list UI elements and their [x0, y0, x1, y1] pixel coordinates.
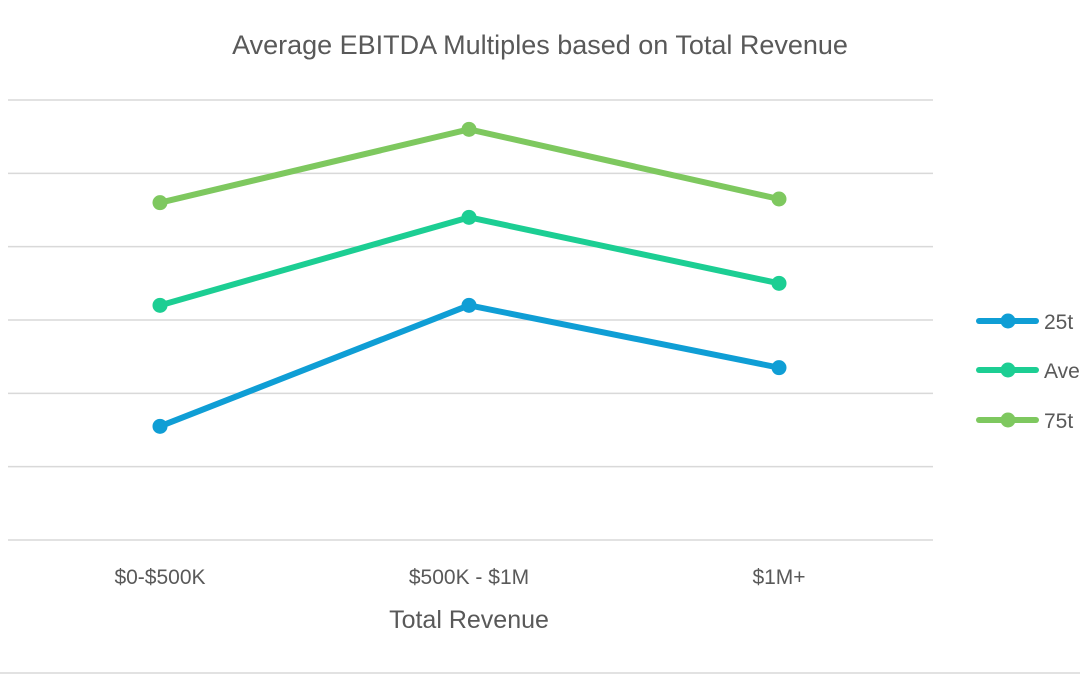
- legend-item: 75t: [976, 410, 1073, 433]
- data-point: [461, 121, 477, 137]
- series-group: [152, 121, 787, 211]
- series-layer: [152, 121, 787, 434]
- x-axis-tick-labels: $0-$500K $500K - $1M $1M+: [114, 566, 805, 589]
- chart-title: Average EBITDA Multiples based on Total …: [232, 30, 848, 60]
- legend-swatch-marker: [1000, 362, 1016, 378]
- legend-item: Ave: [976, 360, 1080, 383]
- x-axis-title: Total Revenue: [389, 606, 549, 634]
- data-point: [461, 297, 477, 313]
- x-tick-label: $0-$500K: [114, 566, 205, 589]
- series-group: [152, 297, 787, 434]
- legend: 25t Ave 75t: [976, 311, 1080, 433]
- legend-item: 25t: [976, 311, 1073, 334]
- legend-label: 25t: [1044, 311, 1073, 334]
- x-tick-label: $1M+: [752, 566, 805, 589]
- data-point: [771, 191, 787, 207]
- legend-label: 75t: [1044, 410, 1073, 433]
- data-point: [771, 275, 787, 291]
- gridlines: [8, 99, 933, 541]
- data-point: [771, 360, 787, 376]
- data-point: [152, 195, 168, 211]
- legend-swatch-marker: [1000, 412, 1016, 428]
- series-group: [152, 209, 787, 313]
- data-point: [152, 297, 168, 313]
- x-tick-label: $500K - $1M: [409, 566, 529, 589]
- legend-swatch-marker: [1000, 313, 1016, 329]
- data-point: [152, 418, 168, 434]
- data-point: [461, 209, 477, 225]
- legend-label: Ave: [1044, 360, 1080, 383]
